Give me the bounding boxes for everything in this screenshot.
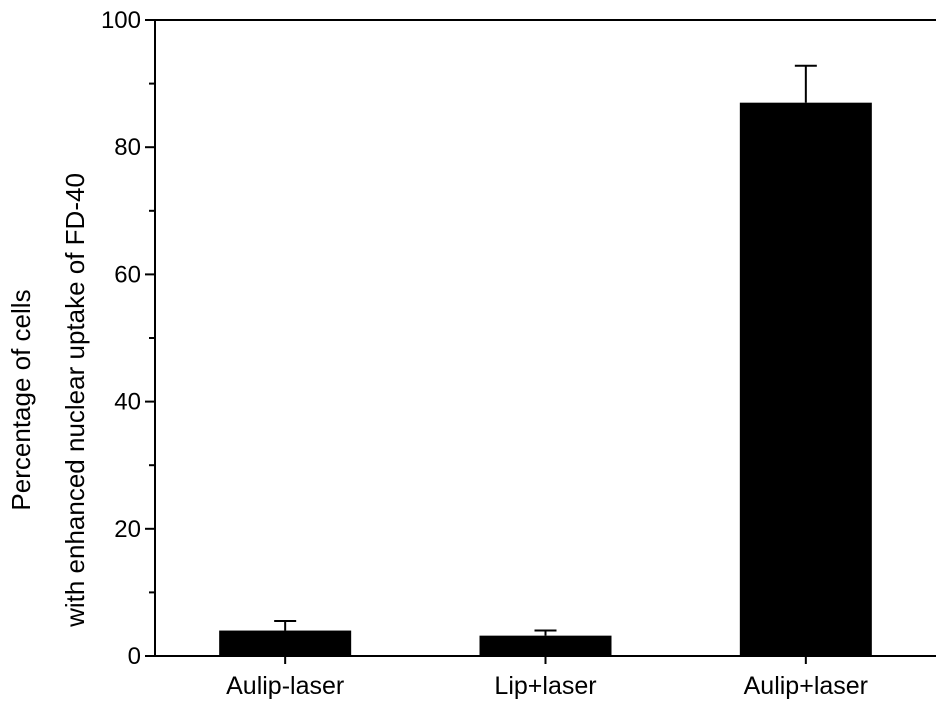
y-axis-title-line1: Percentage of cells xyxy=(6,289,36,510)
bar-lip-laser xyxy=(479,635,612,656)
x-tick-label: Lip+laser xyxy=(494,672,596,700)
y-tick-label: 40 xyxy=(114,389,141,416)
y-axis-title: Percentage of cells with enhanced nuclea… xyxy=(6,173,90,628)
y-tick-label: 100 xyxy=(101,7,141,34)
x-tick-label: Aulip-laser xyxy=(226,672,344,700)
bar-aulip-laser xyxy=(739,102,872,657)
y-axis-title-line2: with enhanced nuclear uptake of FD-40 xyxy=(60,173,90,628)
x-tick-label: Aulip+laser xyxy=(744,672,868,700)
y-tick-label: 80 xyxy=(114,134,141,161)
y-tick-label: 60 xyxy=(114,261,141,288)
y-tick-label: 20 xyxy=(114,516,141,543)
bar-aulip-laser xyxy=(219,630,352,656)
plot-area: 0 20 40 60 80 100 Aulip-laser Lip+laser Aulip+la… xyxy=(101,7,936,700)
y-tick-label: 0 xyxy=(128,643,141,670)
